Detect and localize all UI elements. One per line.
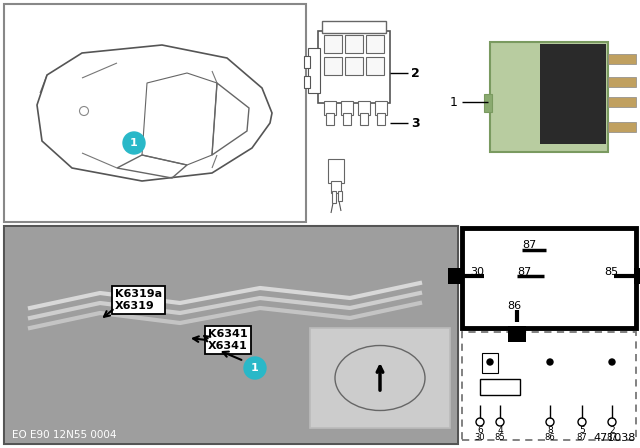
- FancyBboxPatch shape: [343, 113, 351, 125]
- FancyBboxPatch shape: [634, 268, 640, 284]
- Circle shape: [547, 359, 553, 365]
- FancyBboxPatch shape: [341, 101, 353, 115]
- Text: K6319a
X6319: K6319a X6319: [115, 289, 162, 311]
- Text: 87: 87: [517, 267, 531, 277]
- FancyBboxPatch shape: [366, 35, 384, 53]
- FancyBboxPatch shape: [324, 35, 342, 53]
- Circle shape: [487, 359, 493, 365]
- Circle shape: [123, 132, 145, 154]
- FancyBboxPatch shape: [4, 226, 458, 444]
- Text: 86: 86: [507, 301, 521, 311]
- FancyBboxPatch shape: [338, 191, 342, 201]
- FancyBboxPatch shape: [322, 21, 386, 33]
- Text: 86: 86: [545, 432, 556, 441]
- Text: 1: 1: [130, 138, 138, 148]
- Text: 6: 6: [477, 426, 483, 435]
- FancyBboxPatch shape: [345, 35, 363, 53]
- FancyBboxPatch shape: [482, 353, 498, 373]
- Text: 30: 30: [470, 267, 484, 277]
- Circle shape: [244, 357, 266, 379]
- Text: 3: 3: [411, 116, 420, 129]
- FancyBboxPatch shape: [331, 181, 341, 193]
- FancyBboxPatch shape: [4, 4, 306, 222]
- Text: 1: 1: [450, 95, 458, 108]
- Text: 471038: 471038: [594, 433, 636, 443]
- FancyBboxPatch shape: [326, 113, 334, 125]
- FancyBboxPatch shape: [508, 326, 526, 342]
- FancyBboxPatch shape: [304, 76, 310, 88]
- FancyBboxPatch shape: [358, 101, 370, 115]
- FancyBboxPatch shape: [462, 332, 636, 440]
- FancyBboxPatch shape: [328, 159, 344, 183]
- Text: 8: 8: [547, 426, 553, 435]
- FancyBboxPatch shape: [5, 227, 457, 443]
- Text: 4: 4: [497, 426, 503, 435]
- FancyBboxPatch shape: [462, 228, 636, 328]
- FancyBboxPatch shape: [5, 227, 457, 443]
- Text: 87: 87: [522, 240, 536, 250]
- Text: 30: 30: [475, 432, 485, 441]
- FancyBboxPatch shape: [608, 54, 636, 64]
- Circle shape: [609, 359, 615, 365]
- Text: 87: 87: [607, 432, 618, 441]
- Text: K6341
X6341: K6341 X6341: [208, 329, 248, 351]
- Text: 87: 87: [577, 432, 588, 441]
- Text: 85: 85: [495, 432, 506, 441]
- FancyBboxPatch shape: [332, 191, 336, 203]
- FancyBboxPatch shape: [324, 101, 336, 115]
- FancyBboxPatch shape: [490, 42, 608, 152]
- FancyBboxPatch shape: [375, 101, 387, 115]
- Text: 85: 85: [604, 267, 618, 277]
- Text: 2: 2: [411, 66, 420, 79]
- FancyBboxPatch shape: [318, 31, 390, 103]
- FancyBboxPatch shape: [308, 48, 320, 93]
- Text: 2: 2: [609, 426, 615, 435]
- FancyBboxPatch shape: [608, 97, 636, 107]
- Text: EO E90 12N55 0004: EO E90 12N55 0004: [12, 430, 116, 440]
- Text: 1: 1: [251, 363, 259, 373]
- Text: 5: 5: [579, 426, 585, 435]
- FancyBboxPatch shape: [360, 113, 368, 125]
- FancyBboxPatch shape: [460, 4, 638, 222]
- FancyBboxPatch shape: [480, 379, 520, 395]
- FancyBboxPatch shape: [310, 328, 450, 428]
- FancyBboxPatch shape: [324, 57, 342, 75]
- FancyBboxPatch shape: [345, 57, 363, 75]
- FancyBboxPatch shape: [484, 94, 492, 112]
- FancyBboxPatch shape: [608, 122, 636, 132]
- FancyBboxPatch shape: [377, 113, 385, 125]
- FancyBboxPatch shape: [366, 57, 384, 75]
- FancyBboxPatch shape: [448, 268, 464, 284]
- FancyBboxPatch shape: [304, 56, 310, 68]
- FancyBboxPatch shape: [608, 77, 636, 87]
- FancyBboxPatch shape: [540, 44, 606, 144]
